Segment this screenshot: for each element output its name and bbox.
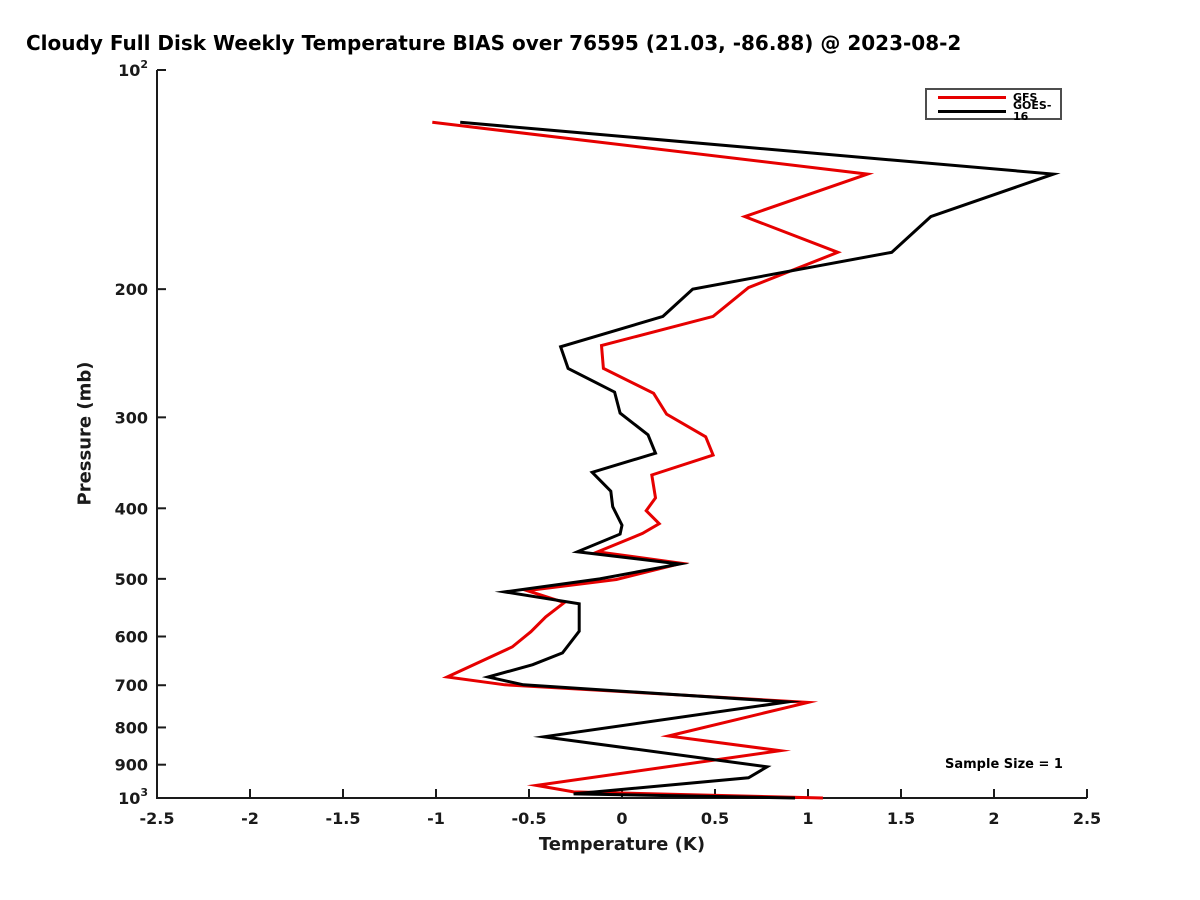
x-tick-label: 1.5 xyxy=(887,809,915,828)
y-tick-label: 700 xyxy=(115,676,148,695)
y-tick-label: 600 xyxy=(115,627,148,646)
x-tick-label: 2.5 xyxy=(1073,809,1101,828)
series-line-goes-16 xyxy=(460,120,1061,800)
x-axis-label: Temperature (K) xyxy=(538,834,706,855)
legend-label-gfs: GFS xyxy=(1013,90,1038,104)
x-tick-label: -1 xyxy=(427,809,445,828)
x-tick-label: 0.5 xyxy=(701,809,729,828)
x-tick-label: -1.5 xyxy=(326,809,361,828)
x-tick-label: 0 xyxy=(616,809,627,828)
y-tick-label: 800 xyxy=(115,718,148,737)
x-tick-label: -2.5 xyxy=(140,809,175,828)
y-axis-label: Pressure (mb) xyxy=(74,361,96,506)
y-tick-label: 102 xyxy=(118,58,148,80)
y-tick-label: 200 xyxy=(115,280,148,299)
legend-item-gfs: GFS xyxy=(927,92,1060,103)
gfs-line-swatch xyxy=(938,95,1006,99)
y-tick-label: 900 xyxy=(115,756,148,775)
y-tick-label: 500 xyxy=(115,570,148,589)
legend-item-goes16: GOES-16 xyxy=(927,100,1060,122)
chart-title: Cloudy Full Disk Weekly Temperature BIAS… xyxy=(26,31,962,55)
y-tick-label: 103 xyxy=(118,786,148,808)
goes16-line-swatch xyxy=(938,109,1006,113)
x-tick-label: -0.5 xyxy=(512,809,547,828)
sample-size-note: Sample Size = 1 xyxy=(945,757,1063,772)
y-tick-label: 300 xyxy=(115,408,148,427)
x-tick-label: 1 xyxy=(802,809,813,828)
x-tick-label: -2 xyxy=(241,809,259,828)
y-tick-label: 400 xyxy=(115,499,148,518)
series-line-gfs xyxy=(432,120,875,800)
legend-label-goes16: GOES-16 xyxy=(1013,99,1052,123)
legend: GFS GOES-16 xyxy=(925,88,1062,122)
x-tick-label: 2 xyxy=(988,809,999,828)
